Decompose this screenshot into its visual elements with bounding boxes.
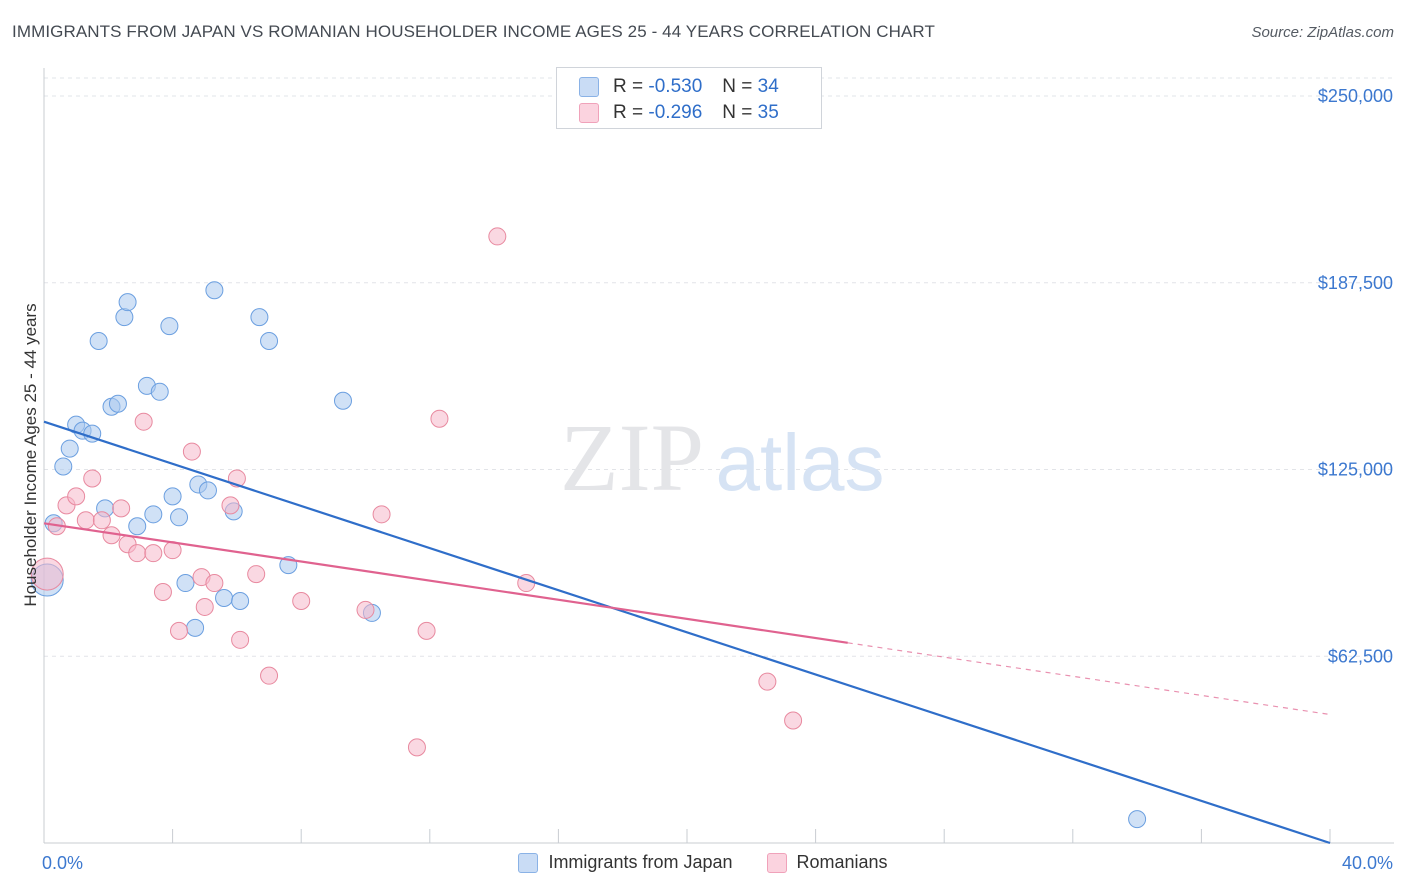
japan-point (176, 574, 195, 593)
romanian-trend-extension (847, 642, 1331, 716)
stats-row-japan: R = -0.530 N = 34 (579, 75, 779, 99)
stats-r-label: R = (613, 76, 644, 97)
romanian-point (247, 565, 266, 584)
stats-swatch-romanians (579, 103, 599, 123)
japan-point (128, 517, 147, 536)
japan-point (186, 618, 205, 637)
romanian-point (417, 621, 436, 640)
japan-point (118, 293, 137, 312)
y-axis-label: Householder Income Ages 25 - 44 years (21, 303, 40, 606)
stats-r-label: R = (613, 102, 644, 123)
stats-n-value: 34 (757, 76, 779, 97)
romanian-point (292, 591, 311, 610)
stats-r-value: -0.530 (648, 76, 703, 97)
romanian-point (76, 511, 95, 530)
trend-lines (43, 420, 1331, 845)
y-tick-label: $125,000 (1318, 460, 1393, 480)
romanian-point (205, 574, 224, 593)
stats-row-romanians: R = -0.296 N = 35 (579, 101, 779, 125)
stats-legend: R = -0.530 N = 34 R = -0.296 N = 35 (556, 67, 822, 129)
y-tick-label: $187,500 (1318, 273, 1393, 293)
japan-point (231, 591, 250, 610)
romanian-point (488, 227, 507, 246)
data-points (30, 227, 1147, 829)
japan-point (215, 588, 234, 607)
japan-point (150, 382, 169, 401)
legend-swatch-romanians (766, 852, 787, 873)
romanian-point (134, 412, 153, 431)
japan-point (260, 332, 279, 351)
stats-r-value: -0.296 (648, 102, 703, 123)
x-tick-label-max: 40.0% (1342, 853, 1393, 873)
romanian-point (221, 496, 240, 515)
romanian-point (784, 711, 803, 730)
romanian-point (182, 442, 201, 461)
romanian-point (170, 621, 189, 640)
japan-point (144, 505, 163, 524)
japan-point (160, 317, 179, 336)
romanian-point (260, 666, 279, 685)
romanian-point (758, 672, 777, 691)
romanian-trend-line (43, 522, 848, 644)
romanian-point (372, 505, 391, 524)
legend-swatch-japan (518, 852, 539, 873)
japan-point (115, 308, 134, 327)
watermark-atlas: atlas (716, 418, 885, 507)
watermark-zip: ZIP (560, 404, 704, 511)
y-tick-labels: $62,500 $125,000 $187,500 $250,000 (1318, 86, 1393, 666)
source-label: Source: ZipAtlas.com (1251, 24, 1394, 41)
japan-point (163, 487, 182, 506)
y-tick-label: $62,500 (1328, 646, 1393, 666)
legend-item-romanians[interactable]: Romanians (766, 852, 888, 873)
romanian-point (407, 738, 426, 757)
romanian-point (231, 630, 250, 649)
japan-trend-line (43, 420, 1331, 845)
romanian-point (67, 487, 86, 506)
grid-lines (44, 77, 1394, 657)
axes (43, 68, 1394, 844)
stats-n-label: N = (722, 102, 753, 123)
romanian-point (128, 544, 147, 563)
chart-title: IMMIGRANTS FROM JAPAN VS ROMANIAN HOUSEH… (12, 22, 935, 41)
japan-point (60, 439, 79, 458)
series-legend: Immigrants from Japan Romanians (0, 852, 1406, 873)
legend-label-japan: Immigrants from Japan (548, 852, 733, 872)
japan-point (198, 481, 217, 500)
japan-point (54, 457, 73, 476)
romanian-point (356, 600, 375, 619)
x-tick-labels: 0.0% 40.0% (42, 853, 1393, 873)
romanian-point (430, 409, 449, 428)
legend-label-romanians: Romanians (796, 852, 888, 872)
japan-point (170, 508, 189, 527)
romanian-point (92, 511, 111, 530)
japan-point (1128, 810, 1147, 829)
romanian-point (112, 499, 131, 518)
japan-point (205, 281, 224, 300)
japan-point (250, 308, 269, 327)
y-tick-label: $250,000 (1318, 86, 1393, 106)
romanian-point (195, 597, 214, 616)
stats-n-value: 35 (757, 102, 779, 123)
x-tick-label-min: 0.0% (42, 853, 83, 873)
romanian-point (83, 469, 102, 488)
romanian-point (144, 544, 163, 563)
stats-n-label: N = (722, 76, 753, 97)
romanian-point (30, 557, 64, 591)
japan-point (108, 394, 127, 413)
japan-point (89, 332, 108, 351)
stats-swatch-japan (579, 77, 599, 97)
japan-point (333, 391, 352, 410)
legend-item-japan[interactable]: Immigrants from Japan (518, 852, 733, 873)
romanian-point (153, 583, 172, 602)
